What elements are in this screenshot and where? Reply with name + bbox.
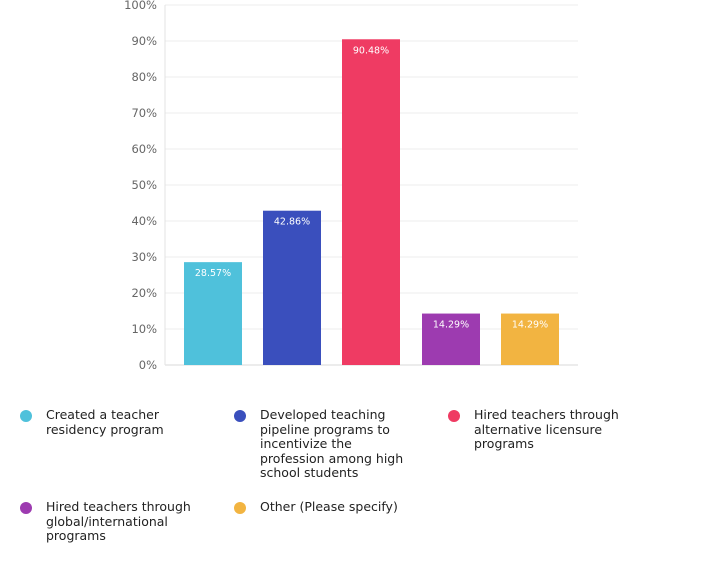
bar-value-label: 90.48% [353, 45, 389, 56]
bar-value-label: 14.29% [433, 320, 469, 331]
legend-label-line: Other (Please specify) [260, 499, 398, 514]
y-tick-label: 30% [131, 250, 157, 264]
y-tick-label: 70% [131, 106, 157, 120]
bar [422, 313, 480, 365]
legend-label-line: Hired teachers through [474, 407, 619, 422]
legend-item[interactable]: Created a teacher residency program [20, 407, 164, 437]
legend-label-line: alternative licensure [474, 421, 603, 437]
legend-label-line: programs [46, 528, 106, 543]
y-tick-label: 20% [131, 286, 157, 300]
legend-swatch-icon [20, 502, 32, 514]
y-tick-label: 50% [131, 178, 157, 192]
y-tick-label: 100% [124, 0, 157, 12]
y-tick-label: 0% [139, 358, 157, 372]
bar-value-label: 14.29% [512, 320, 548, 331]
bar [184, 262, 242, 365]
legend-label-line: school students [260, 465, 359, 480]
legend-label: Other (Please specify) [260, 499, 398, 515]
legend-label-line: incentivize the [260, 436, 352, 451]
legend-swatch-icon [234, 502, 246, 514]
legend-label-line: Created a teacher [46, 407, 159, 422]
legend-label: Hired teachers through alternative licens… [474, 407, 619, 452]
legend-item[interactable]: Other (Please specify) [234, 499, 398, 515]
y-tick-label: 80% [131, 70, 157, 84]
bar-value-label: 28.57% [195, 268, 231, 279]
legend-item[interactable]: Hired teachers through alternative licens… [448, 407, 619, 452]
legend-label-line: pipeline programs to [260, 421, 390, 437]
legend-label: Hired teachers through global/internation… [46, 499, 191, 544]
legend-item[interactable]: Developed teaching pipeline programs to in… [234, 407, 404, 481]
bar-value-label: 42.86% [274, 217, 310, 228]
legend-label: Created a teacher residency program [46, 407, 164, 437]
y-tick-label: 60% [131, 142, 157, 156]
legend-item[interactable]: Hired teachers through global/internation… [20, 499, 191, 544]
bar-chart-plot: 0% 10% 20% 30% 40% 50% 60% 70% 80% 90% 100% 28.57% 4… [124, 0, 578, 372]
bar [263, 210, 321, 365]
legend-swatch-icon [448, 410, 460, 422]
y-tick-label: 10% [131, 322, 157, 336]
legend-label-line: residency program [46, 421, 164, 437]
legend-label-line: Developed teaching [260, 407, 386, 422]
legend-label-line: Hired teachers through [46, 499, 191, 514]
y-tick-label: 40% [131, 214, 157, 228]
legend-label: Developed teaching pipeline programs to in… [260, 407, 404, 481]
legend-swatch-icon [20, 410, 32, 422]
legend-label-line: global/international [46, 513, 168, 529]
bar [501, 313, 559, 365]
bar [342, 39, 400, 365]
y-tick-label: 90% [131, 34, 157, 48]
legend-label-line: profession among high [260, 450, 404, 466]
legend-label-line: programs [474, 436, 534, 451]
legend-swatch-icon [234, 410, 246, 422]
